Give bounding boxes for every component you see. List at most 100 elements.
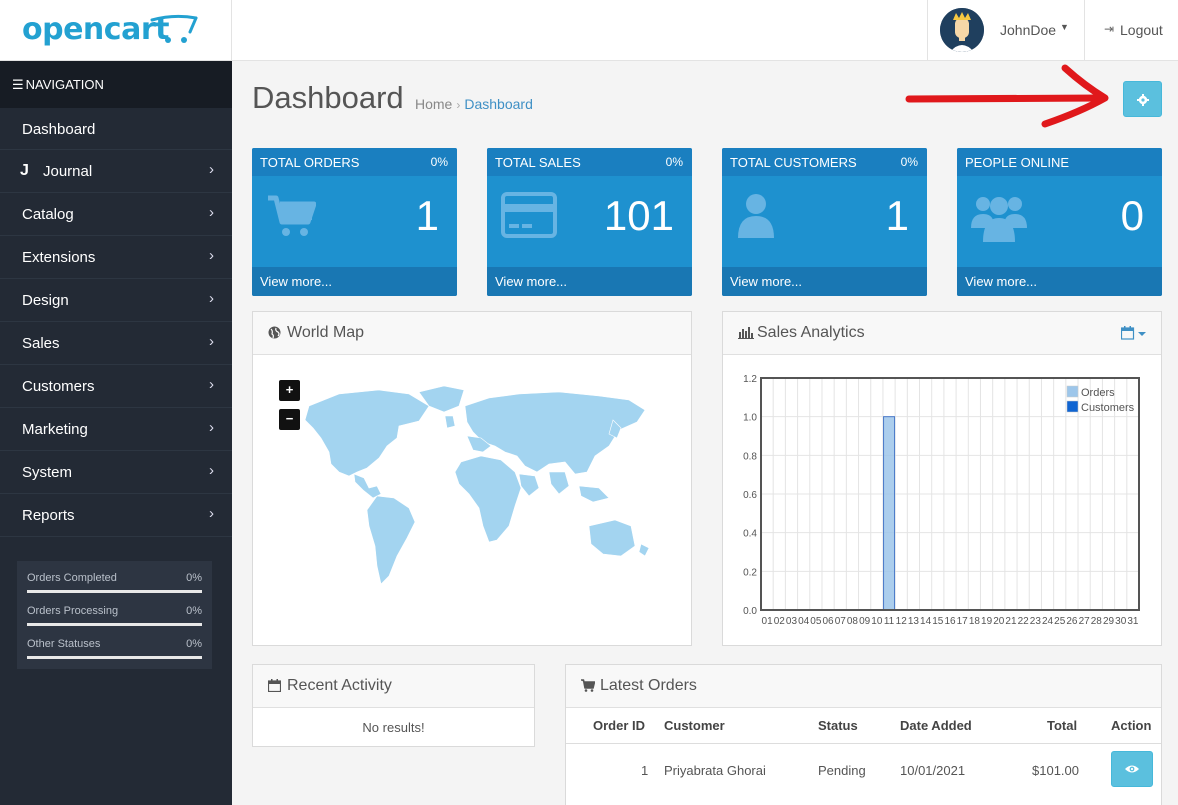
- breadcrumb-current-link[interactable]: Dashboard: [464, 96, 533, 112]
- column-header-action: Action: [1111, 718, 1152, 733]
- sidebar-item-label: Dashboard: [22, 121, 96, 138]
- chart-x-axis: 01 02 03 04 05 06 07 08 09 10 11 12 13 14 15 16 17 18 19 20…: [762, 616, 1139, 627]
- sign-out-icon: ⇥: [1104, 22, 1115, 36]
- stat-label: Other Statuses: [27, 638, 101, 650]
- stat-value: 0%: [186, 605, 202, 617]
- column-header-date-added[interactable]: Date Added: [900, 718, 972, 733]
- logo-text: opencart: [22, 12, 169, 47]
- breadcrumb-home-link[interactable]: Home: [415, 96, 453, 112]
- stat-label: Orders Completed: [27, 572, 117, 584]
- cell-total: $101.00: [1032, 763, 1079, 778]
- x-tick-label: 29: [1103, 616, 1115, 627]
- y-tick-label: 1.0: [743, 413, 757, 424]
- opencart-logo[interactable]: opencart: [0, 0, 232, 61]
- stat-value: 0%: [186, 572, 202, 584]
- stat-orders-completed: Orders Completed 0%: [27, 572, 202, 605]
- y-tick-label: 0.6: [743, 490, 757, 501]
- chart-plot-frame: [760, 377, 1140, 611]
- cell-order-id: 1: [641, 763, 649, 778]
- x-tick-label: 15: [932, 616, 944, 627]
- x-tick-label: 28: [1091, 616, 1103, 627]
- chart-legend: Orders Customers: [1066, 385, 1135, 414]
- legend-swatch: [1066, 385, 1079, 398]
- tile-title: PEOPLE ONLINE: [965, 155, 1070, 170]
- legend-label: Orders: [1081, 387, 1115, 399]
- chevron-right-icon: ›: [209, 290, 214, 307]
- column-header-order-id[interactable]: Order ID: [593, 718, 646, 733]
- sidebar-item-marketing[interactable]: Marketing ›: [0, 408, 232, 451]
- legend-label: Customers: [1081, 402, 1135, 414]
- sidebar-item-label: Extensions: [22, 249, 96, 266]
- view-more-link[interactable]: View more...: [260, 274, 333, 289]
- user-icon: [738, 194, 774, 238]
- x-tick-label: 27: [1079, 616, 1091, 627]
- panel-title: Recent Activity: [287, 677, 392, 694]
- top-header: opencart JohnDoe ▼ ⇥ Logout: [0, 0, 1178, 61]
- shopping-cart-icon: [268, 195, 316, 236]
- annotation-arrow: [905, 64, 1109, 128]
- sidebar-item-journal[interactable]: J Journal ›: [0, 150, 232, 193]
- view-order-button[interactable]: [1111, 751, 1153, 787]
- stat-value: 0%: [186, 638, 202, 650]
- credit-card-icon: [501, 192, 557, 238]
- calendar-icon: [268, 679, 281, 692]
- x-tick-label: 13: [908, 616, 920, 627]
- column-header-customer[interactable]: Customer: [664, 718, 725, 733]
- sidebar-item-dashboard[interactable]: Dashboard: [0, 108, 232, 150]
- breadcrumb: Home › Dashboard: [415, 96, 533, 112]
- y-tick-label: 0.0: [743, 606, 757, 617]
- chevron-right-icon: ›: [209, 505, 214, 522]
- x-tick-label: 05: [810, 616, 822, 627]
- x-tick-label: 16: [944, 616, 956, 627]
- x-tick-label: 03: [786, 616, 798, 627]
- x-tick-label: 31: [1127, 616, 1139, 627]
- x-tick-label: 30: [1115, 616, 1127, 627]
- eye-icon: [1125, 765, 1139, 773]
- avatar: [940, 8, 984, 52]
- sidebar-item-label: Catalog: [22, 206, 74, 223]
- sidebar-item-extensions[interactable]: Extensions ›: [0, 236, 232, 279]
- y-tick-label: 0.4: [743, 529, 757, 540]
- chart-grid: [761, 377, 1139, 611]
- sidebar-item-design[interactable]: Design ›: [0, 279, 232, 322]
- view-more-link[interactable]: View more...: [495, 274, 568, 289]
- stat-progress-bar: [27, 623, 202, 626]
- navigation-title: NAVIGATION: [25, 77, 104, 92]
- sidebar-item-catalog[interactable]: Catalog ›: [0, 193, 232, 236]
- chevron-right-icon: ›: [209, 247, 214, 264]
- sidebar-item-sales[interactable]: Sales ›: [0, 322, 232, 365]
- world-map[interactable]: [269, 376, 679, 616]
- user-menu[interactable]: JohnDoe ▼: [927, 0, 1084, 61]
- tile-title: TOTAL CUSTOMERS: [730, 155, 857, 170]
- users-icon: [971, 197, 1027, 242]
- logout-label: Logout: [1120, 22, 1163, 38]
- bar-chart-icon: [738, 327, 754, 339]
- sidebar-item-reports[interactable]: Reports ›: [0, 494, 232, 537]
- sidebar-item-label: Reports: [22, 507, 75, 524]
- x-tick-label: 20: [993, 616, 1005, 627]
- x-tick-label: 06: [823, 616, 835, 627]
- chart-bars: [883, 416, 896, 611]
- x-tick-label: 01: [762, 616, 774, 627]
- sidebar-item-label: Design: [22, 292, 69, 309]
- column-header-status[interactable]: Status: [818, 718, 858, 733]
- x-tick-label: 04: [798, 616, 810, 627]
- sidebar-item-label: Customers: [22, 378, 95, 395]
- tile-title: TOTAL SALES: [495, 155, 581, 170]
- sidebar-item-customers[interactable]: Customers ›: [0, 365, 232, 408]
- developer-settings-button[interactable]: [1123, 81, 1162, 117]
- breadcrumb-separator: ›: [456, 98, 461, 112]
- tile-percent: 0%: [900, 155, 918, 169]
- order-status-stats: Orders Completed 0% Orders Processing 0%…: [17, 561, 212, 669]
- calendar-range-dropdown[interactable]: [1121, 326, 1147, 340]
- map-zoom-out-button[interactable]: −: [279, 409, 300, 430]
- sidebar-item-system[interactable]: System ›: [0, 451, 232, 494]
- view-more-link[interactable]: View more...: [965, 274, 1038, 289]
- view-more-link[interactable]: View more...: [730, 274, 803, 289]
- map-zoom-in-button[interactable]: +: [279, 380, 300, 401]
- shopping-cart-icon: [581, 679, 595, 692]
- sidebar-item-label: Journal: [43, 163, 93, 180]
- navigation-header: ☰ NAVIGATION: [0, 61, 232, 108]
- logout-link[interactable]: ⇥ Logout: [1084, 0, 1178, 61]
- column-header-total[interactable]: Total: [1047, 718, 1078, 733]
